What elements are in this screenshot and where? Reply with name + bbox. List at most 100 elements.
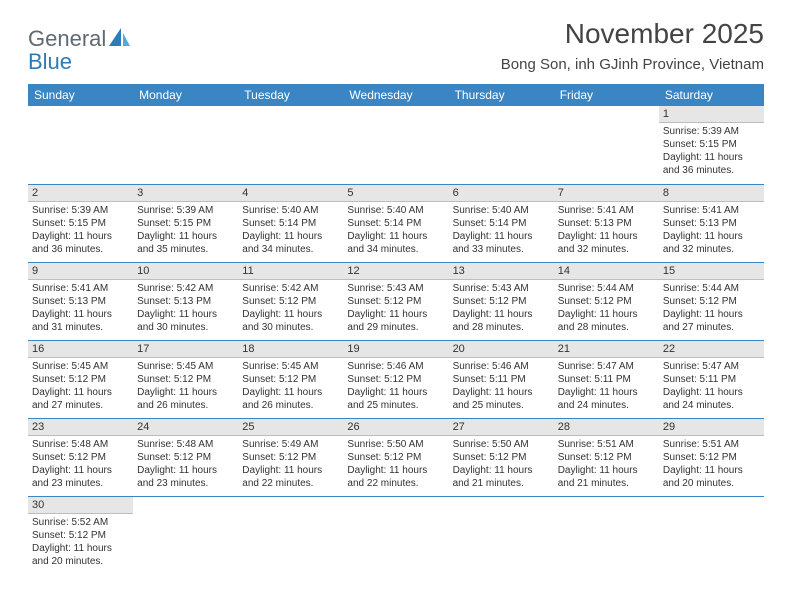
logo-general-text: General bbox=[28, 26, 106, 51]
daylight-line1: Daylight: 11 hours bbox=[453, 230, 550, 243]
day-body: Sunrise: 5:47 AMSunset: 5:11 PMDaylight:… bbox=[554, 358, 659, 414]
calendar-day-cell: 29Sunrise: 5:51 AMSunset: 5:12 PMDayligh… bbox=[659, 418, 764, 496]
calendar-week-row: 2Sunrise: 5:39 AMSunset: 5:15 PMDaylight… bbox=[28, 184, 764, 262]
day-body: Sunrise: 5:46 AMSunset: 5:11 PMDaylight:… bbox=[449, 358, 554, 414]
sunrise-text: Sunrise: 5:43 AM bbox=[453, 282, 550, 295]
sunset-text: Sunset: 5:12 PM bbox=[558, 451, 655, 464]
calendar-day-cell: 26Sunrise: 5:50 AMSunset: 5:12 PMDayligh… bbox=[343, 418, 448, 496]
calendar-day-cell bbox=[343, 496, 448, 570]
daylight-line1: Daylight: 11 hours bbox=[137, 386, 234, 399]
day-body: Sunrise: 5:41 AMSunset: 5:13 PMDaylight:… bbox=[28, 280, 133, 336]
calendar-day-cell: 30Sunrise: 5:52 AMSunset: 5:12 PMDayligh… bbox=[28, 496, 133, 570]
daylight-line1: Daylight: 11 hours bbox=[347, 386, 444, 399]
day-number: 19 bbox=[343, 341, 448, 358]
calendar-day-cell bbox=[28, 106, 133, 184]
daylight-line2: and 33 minutes. bbox=[453, 243, 550, 256]
sail-icon bbox=[106, 26, 132, 57]
daylight-line2: and 31 minutes. bbox=[32, 321, 129, 334]
daylight-line2: and 23 minutes. bbox=[137, 477, 234, 490]
sunrise-text: Sunrise: 5:43 AM bbox=[347, 282, 444, 295]
day-number: 21 bbox=[554, 341, 659, 358]
sunset-text: Sunset: 5:12 PM bbox=[242, 295, 339, 308]
daylight-line1: Daylight: 11 hours bbox=[663, 308, 760, 321]
day-number: 22 bbox=[659, 341, 764, 358]
calendar-day-cell: 3Sunrise: 5:39 AMSunset: 5:15 PMDaylight… bbox=[133, 184, 238, 262]
sunset-text: Sunset: 5:12 PM bbox=[242, 451, 339, 464]
sunset-text: Sunset: 5:12 PM bbox=[32, 451, 129, 464]
day-body: Sunrise: 5:41 AMSunset: 5:13 PMDaylight:… bbox=[554, 202, 659, 258]
sunset-text: Sunset: 5:12 PM bbox=[242, 373, 339, 386]
daylight-line1: Daylight: 11 hours bbox=[453, 464, 550, 477]
calendar-day-cell: 23Sunrise: 5:48 AMSunset: 5:12 PMDayligh… bbox=[28, 418, 133, 496]
day-number: 9 bbox=[28, 263, 133, 280]
calendar-day-cell: 20Sunrise: 5:46 AMSunset: 5:11 PMDayligh… bbox=[449, 340, 554, 418]
day-body: Sunrise: 5:47 AMSunset: 5:11 PMDaylight:… bbox=[659, 358, 764, 414]
day-number: 25 bbox=[238, 419, 343, 436]
day-body: Sunrise: 5:48 AMSunset: 5:12 PMDaylight:… bbox=[133, 436, 238, 492]
weekday-header: Saturday bbox=[659, 84, 764, 106]
daylight-line2: and 34 minutes. bbox=[347, 243, 444, 256]
weekday-header: Wednesday bbox=[343, 84, 448, 106]
daylight-line2: and 26 minutes. bbox=[242, 399, 339, 412]
calendar-day-cell: 2Sunrise: 5:39 AMSunset: 5:15 PMDaylight… bbox=[28, 184, 133, 262]
sunset-text: Sunset: 5:15 PM bbox=[137, 217, 234, 230]
sunrise-text: Sunrise: 5:48 AM bbox=[32, 438, 129, 451]
daylight-line1: Daylight: 11 hours bbox=[137, 308, 234, 321]
calendar-day-cell: 5Sunrise: 5:40 AMSunset: 5:14 PMDaylight… bbox=[343, 184, 448, 262]
calendar-week-row: 23Sunrise: 5:48 AMSunset: 5:12 PMDayligh… bbox=[28, 418, 764, 496]
daylight-line2: and 30 minutes. bbox=[242, 321, 339, 334]
calendar-body: 1Sunrise: 5:39 AMSunset: 5:15 PMDaylight… bbox=[28, 106, 764, 570]
sunrise-text: Sunrise: 5:39 AM bbox=[32, 204, 129, 217]
daylight-line2: and 32 minutes. bbox=[663, 243, 760, 256]
day-body: Sunrise: 5:40 AMSunset: 5:14 PMDaylight:… bbox=[343, 202, 448, 258]
daylight-line1: Daylight: 11 hours bbox=[32, 230, 129, 243]
sunset-text: Sunset: 5:12 PM bbox=[137, 373, 234, 386]
calendar-day-cell: 14Sunrise: 5:44 AMSunset: 5:12 PMDayligh… bbox=[554, 262, 659, 340]
day-number: 10 bbox=[133, 263, 238, 280]
daylight-line2: and 26 minutes. bbox=[137, 399, 234, 412]
sunrise-text: Sunrise: 5:45 AM bbox=[32, 360, 129, 373]
daylight-line2: and 20 minutes. bbox=[32, 555, 129, 568]
daylight-line2: and 21 minutes. bbox=[558, 477, 655, 490]
daylight-line1: Daylight: 11 hours bbox=[242, 308, 339, 321]
calendar-day-cell: 10Sunrise: 5:42 AMSunset: 5:13 PMDayligh… bbox=[133, 262, 238, 340]
daylight-line1: Daylight: 11 hours bbox=[453, 308, 550, 321]
day-body: Sunrise: 5:50 AMSunset: 5:12 PMDaylight:… bbox=[343, 436, 448, 492]
sunset-text: Sunset: 5:14 PM bbox=[453, 217, 550, 230]
daylight-line1: Daylight: 11 hours bbox=[137, 230, 234, 243]
daylight-line2: and 29 minutes. bbox=[347, 321, 444, 334]
calendar-day-cell bbox=[238, 106, 343, 184]
day-body: Sunrise: 5:41 AMSunset: 5:13 PMDaylight:… bbox=[659, 202, 764, 258]
sunrise-text: Sunrise: 5:52 AM bbox=[32, 516, 129, 529]
calendar-day-cell: 4Sunrise: 5:40 AMSunset: 5:14 PMDaylight… bbox=[238, 184, 343, 262]
sunset-text: Sunset: 5:15 PM bbox=[663, 138, 760, 151]
sunrise-text: Sunrise: 5:47 AM bbox=[558, 360, 655, 373]
daylight-line1: Daylight: 11 hours bbox=[32, 386, 129, 399]
day-number: 1 bbox=[659, 106, 764, 123]
daylight-line1: Daylight: 11 hours bbox=[663, 464, 760, 477]
daylight-line1: Daylight: 11 hours bbox=[32, 464, 129, 477]
calendar-week-row: 16Sunrise: 5:45 AMSunset: 5:12 PMDayligh… bbox=[28, 340, 764, 418]
sunset-text: Sunset: 5:11 PM bbox=[453, 373, 550, 386]
day-body: Sunrise: 5:40 AMSunset: 5:14 PMDaylight:… bbox=[238, 202, 343, 258]
sunrise-text: Sunrise: 5:41 AM bbox=[32, 282, 129, 295]
weekday-header: Sunday bbox=[28, 84, 133, 106]
day-number: 13 bbox=[449, 263, 554, 280]
sunset-text: Sunset: 5:12 PM bbox=[347, 373, 444, 386]
calendar-table: SundayMondayTuesdayWednesdayThursdayFrid… bbox=[28, 84, 764, 570]
day-body: Sunrise: 5:44 AMSunset: 5:12 PMDaylight:… bbox=[659, 280, 764, 336]
sunrise-text: Sunrise: 5:42 AM bbox=[242, 282, 339, 295]
day-number: 18 bbox=[238, 341, 343, 358]
calendar-week-row: 30Sunrise: 5:52 AMSunset: 5:12 PMDayligh… bbox=[28, 496, 764, 570]
sunrise-text: Sunrise: 5:40 AM bbox=[347, 204, 444, 217]
calendar-day-cell: 11Sunrise: 5:42 AMSunset: 5:12 PMDayligh… bbox=[238, 262, 343, 340]
sunrise-text: Sunrise: 5:45 AM bbox=[137, 360, 234, 373]
calendar-day-cell bbox=[133, 106, 238, 184]
calendar-day-cell bbox=[449, 106, 554, 184]
daylight-line1: Daylight: 11 hours bbox=[242, 464, 339, 477]
day-number: 27 bbox=[449, 419, 554, 436]
calendar-day-cell: 7Sunrise: 5:41 AMSunset: 5:13 PMDaylight… bbox=[554, 184, 659, 262]
day-body: Sunrise: 5:39 AMSunset: 5:15 PMDaylight:… bbox=[28, 202, 133, 258]
location-text: Bong Son, inh GJinh Province, Vietnam bbox=[501, 56, 764, 73]
sunset-text: Sunset: 5:13 PM bbox=[137, 295, 234, 308]
